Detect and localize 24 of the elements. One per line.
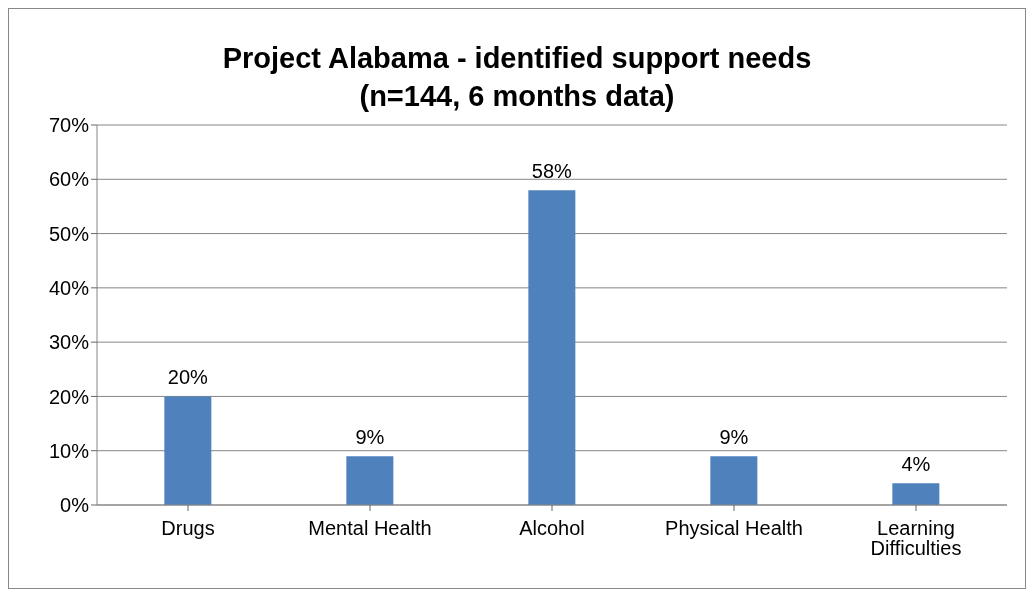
x-tick-label: Alcohol	[519, 517, 585, 540]
y-tick-label: 70%	[48, 114, 90, 137]
x-tick-label: Mental Health	[308, 517, 432, 540]
bar	[710, 456, 758, 505]
x-tick-label: Drugs	[161, 517, 215, 540]
y-tick-label: 40%	[48, 276, 90, 299]
data-label: 9%	[355, 426, 385, 449]
y-tick-label: 60%	[48, 168, 90, 191]
y-tick-label: 50%	[48, 222, 90, 245]
chart-title: Project Alabama - identified support needs (n=144, 6 months data)	[221, 41, 813, 114]
bar	[528, 190, 576, 505]
bar	[892, 483, 940, 505]
data-label: 4%	[901, 453, 931, 476]
x-tick-label: Learning Difficulties	[870, 517, 962, 560]
y-tick-label: 10%	[48, 439, 90, 462]
y-tick-label: 20%	[48, 385, 90, 408]
data-label: 9%	[719, 426, 749, 449]
x-tick-label: Physical Health	[665, 517, 803, 540]
data-label: 20%	[167, 366, 209, 389]
y-tick-label: 30%	[48, 331, 90, 354]
bar	[346, 456, 394, 505]
y-tick-label: 0%	[60, 494, 90, 517]
bar	[164, 396, 212, 505]
data-label: 58%	[531, 160, 573, 183]
